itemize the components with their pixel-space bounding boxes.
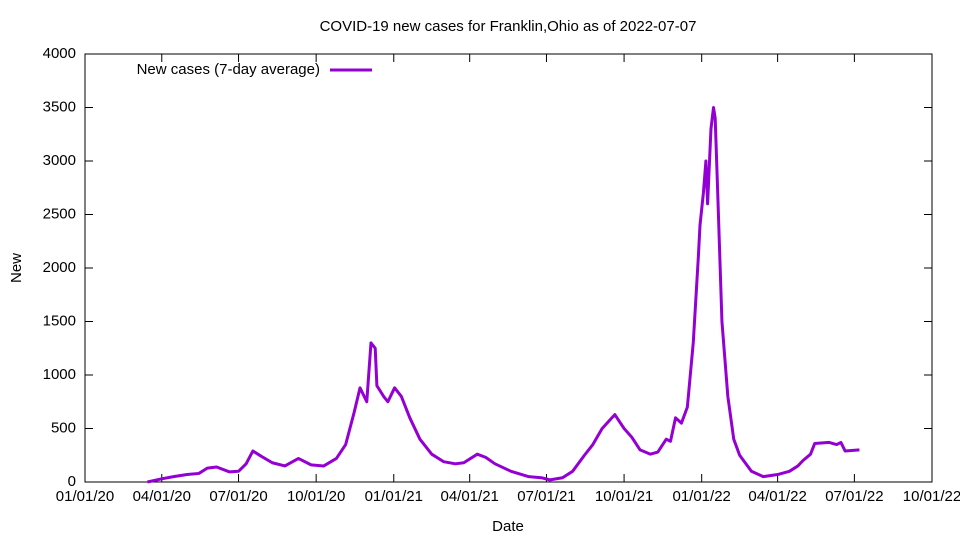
x-tick-label: 10/01/20 [287,488,345,505]
x-tick-label: 07/01/21 [517,488,575,505]
y-tick-label: 1000 [43,366,76,383]
x-tick-label: 07/01/22 [825,488,883,505]
y-axis-label: New [8,253,25,283]
x-tick-label: 04/01/20 [133,488,191,505]
plot-frame [84,53,933,483]
legend-label: New cases (7-day average) [137,61,320,78]
x-axis-label: Date [492,518,524,535]
y-tick-label: 2000 [43,259,76,276]
y-tick-label: 2500 [43,205,76,222]
x-tick-label: 04/01/21 [440,488,498,505]
y-tick-label: 3500 [43,98,76,115]
y-tick-label: 1500 [43,312,76,329]
x-tick-label: 01/01/20 [56,488,114,505]
y-tick-label: 0 [68,473,76,490]
x-tick-label: 01/01/22 [672,488,730,505]
x-tick-label: 10/01/21 [595,488,653,505]
x-tick-label: 10/01/22 [903,488,960,505]
chart-title: COVID-19 new cases for Franklin,Ohio as … [320,18,697,35]
data-line [147,106,860,484]
x-tick-label: 07/01/20 [209,488,267,505]
y-tick-label: 3000 [43,152,76,169]
x-tick-label: 01/01/21 [365,488,423,505]
y-tick-label: 500 [51,419,76,436]
x-tick-label: 04/01/22 [748,488,806,505]
y-tick-label: 4000 [43,45,76,62]
